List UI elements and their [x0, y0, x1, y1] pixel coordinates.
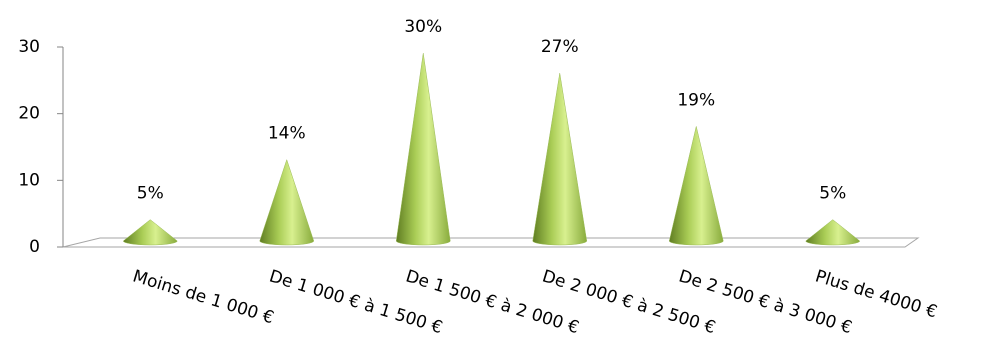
data-label: 5% — [819, 184, 846, 204]
y-tick-label: 30 — [18, 37, 40, 57]
data-label: 27% — [541, 37, 579, 57]
y-tick-label: 20 — [18, 104, 40, 124]
y-tick-label: 0 — [29, 237, 40, 257]
cone — [532, 72, 588, 246]
cone — [395, 52, 451, 246]
cone — [259, 158, 315, 246]
x-tick-label: Moins de 1 000 € — [130, 266, 276, 328]
cone — [122, 219, 178, 246]
y-tick-label: 10 — [18, 170, 40, 190]
data-label: 30% — [404, 17, 442, 37]
data-label: 19% — [677, 90, 715, 110]
cone — [668, 126, 724, 246]
data-label: 5% — [137, 184, 164, 204]
cone — [805, 219, 861, 246]
floor — [62, 237, 920, 248]
data-label: 14% — [268, 124, 306, 144]
